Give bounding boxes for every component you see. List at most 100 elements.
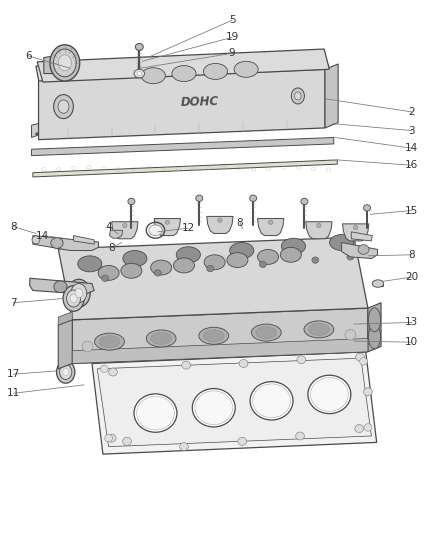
Ellipse shape xyxy=(105,434,113,442)
Ellipse shape xyxy=(121,263,142,278)
Ellipse shape xyxy=(258,249,279,264)
Ellipse shape xyxy=(146,330,176,347)
Ellipse shape xyxy=(199,327,229,344)
Ellipse shape xyxy=(218,218,222,222)
Ellipse shape xyxy=(238,437,247,446)
Ellipse shape xyxy=(291,88,304,104)
Ellipse shape xyxy=(308,375,351,414)
Polygon shape xyxy=(373,281,383,287)
Text: 12: 12 xyxy=(182,223,195,233)
Text: 15: 15 xyxy=(405,206,418,215)
Text: 6: 6 xyxy=(25,51,32,61)
Ellipse shape xyxy=(259,261,266,268)
Text: 8: 8 xyxy=(408,250,415,260)
Polygon shape xyxy=(325,64,338,128)
Polygon shape xyxy=(368,303,381,352)
Ellipse shape xyxy=(135,44,143,51)
Polygon shape xyxy=(32,138,334,156)
Ellipse shape xyxy=(372,280,384,287)
Ellipse shape xyxy=(368,308,381,332)
Ellipse shape xyxy=(294,92,301,100)
Text: 2: 2 xyxy=(408,107,415,117)
Ellipse shape xyxy=(297,356,306,364)
Text: 8: 8 xyxy=(10,222,17,231)
Ellipse shape xyxy=(141,68,165,84)
Ellipse shape xyxy=(192,389,235,427)
Ellipse shape xyxy=(251,324,281,341)
Ellipse shape xyxy=(149,225,162,236)
Ellipse shape xyxy=(63,286,84,311)
Ellipse shape xyxy=(51,238,63,248)
Polygon shape xyxy=(112,222,138,239)
Text: 8: 8 xyxy=(237,218,244,228)
Ellipse shape xyxy=(353,225,358,230)
Polygon shape xyxy=(343,224,369,241)
Ellipse shape xyxy=(345,329,356,340)
Polygon shape xyxy=(351,232,372,241)
Polygon shape xyxy=(72,338,368,364)
Ellipse shape xyxy=(364,205,371,211)
Polygon shape xyxy=(33,236,99,251)
Ellipse shape xyxy=(151,260,172,275)
Ellipse shape xyxy=(151,333,172,344)
Ellipse shape xyxy=(368,325,381,349)
Ellipse shape xyxy=(358,245,369,254)
Polygon shape xyxy=(72,308,368,364)
Text: 8: 8 xyxy=(108,243,115,253)
Polygon shape xyxy=(36,90,331,134)
Ellipse shape xyxy=(67,290,81,307)
Ellipse shape xyxy=(268,220,273,224)
Polygon shape xyxy=(44,54,65,74)
Text: 19: 19 xyxy=(226,33,239,42)
Text: 14: 14 xyxy=(36,231,49,240)
Polygon shape xyxy=(58,237,368,320)
Text: 16: 16 xyxy=(405,160,418,170)
Text: 4: 4 xyxy=(105,222,112,231)
Polygon shape xyxy=(58,320,72,369)
Ellipse shape xyxy=(364,388,372,395)
Ellipse shape xyxy=(98,265,119,280)
Polygon shape xyxy=(32,123,42,138)
Ellipse shape xyxy=(60,365,72,379)
Text: 3: 3 xyxy=(408,126,415,135)
Polygon shape xyxy=(258,219,284,236)
Polygon shape xyxy=(110,230,123,238)
Polygon shape xyxy=(92,352,377,454)
Ellipse shape xyxy=(67,279,90,307)
Ellipse shape xyxy=(123,251,147,266)
Ellipse shape xyxy=(204,255,225,270)
Ellipse shape xyxy=(195,391,233,425)
Ellipse shape xyxy=(230,243,254,259)
Polygon shape xyxy=(33,160,337,177)
Ellipse shape xyxy=(172,66,196,82)
Ellipse shape xyxy=(100,365,108,373)
Ellipse shape xyxy=(71,284,87,303)
Ellipse shape xyxy=(296,432,304,440)
Text: 7: 7 xyxy=(10,298,17,308)
Ellipse shape xyxy=(304,321,334,338)
Text: DOHC: DOHC xyxy=(180,95,219,109)
Polygon shape xyxy=(74,236,94,244)
Ellipse shape xyxy=(123,223,127,228)
Text: 10: 10 xyxy=(405,337,418,347)
Ellipse shape xyxy=(301,198,308,205)
Ellipse shape xyxy=(360,358,367,365)
Ellipse shape xyxy=(250,382,293,420)
Polygon shape xyxy=(306,222,332,239)
Ellipse shape xyxy=(134,69,145,78)
Ellipse shape xyxy=(253,384,290,418)
Ellipse shape xyxy=(53,94,73,118)
Ellipse shape xyxy=(57,361,75,383)
Ellipse shape xyxy=(95,333,124,350)
Polygon shape xyxy=(37,49,329,82)
Ellipse shape xyxy=(50,45,80,81)
Ellipse shape xyxy=(250,195,257,201)
Ellipse shape xyxy=(312,257,319,263)
Ellipse shape xyxy=(165,220,170,224)
Ellipse shape xyxy=(239,359,248,368)
Ellipse shape xyxy=(227,253,248,268)
Ellipse shape xyxy=(134,394,177,432)
Ellipse shape xyxy=(180,442,188,451)
Ellipse shape xyxy=(75,288,83,298)
Ellipse shape xyxy=(281,238,306,254)
